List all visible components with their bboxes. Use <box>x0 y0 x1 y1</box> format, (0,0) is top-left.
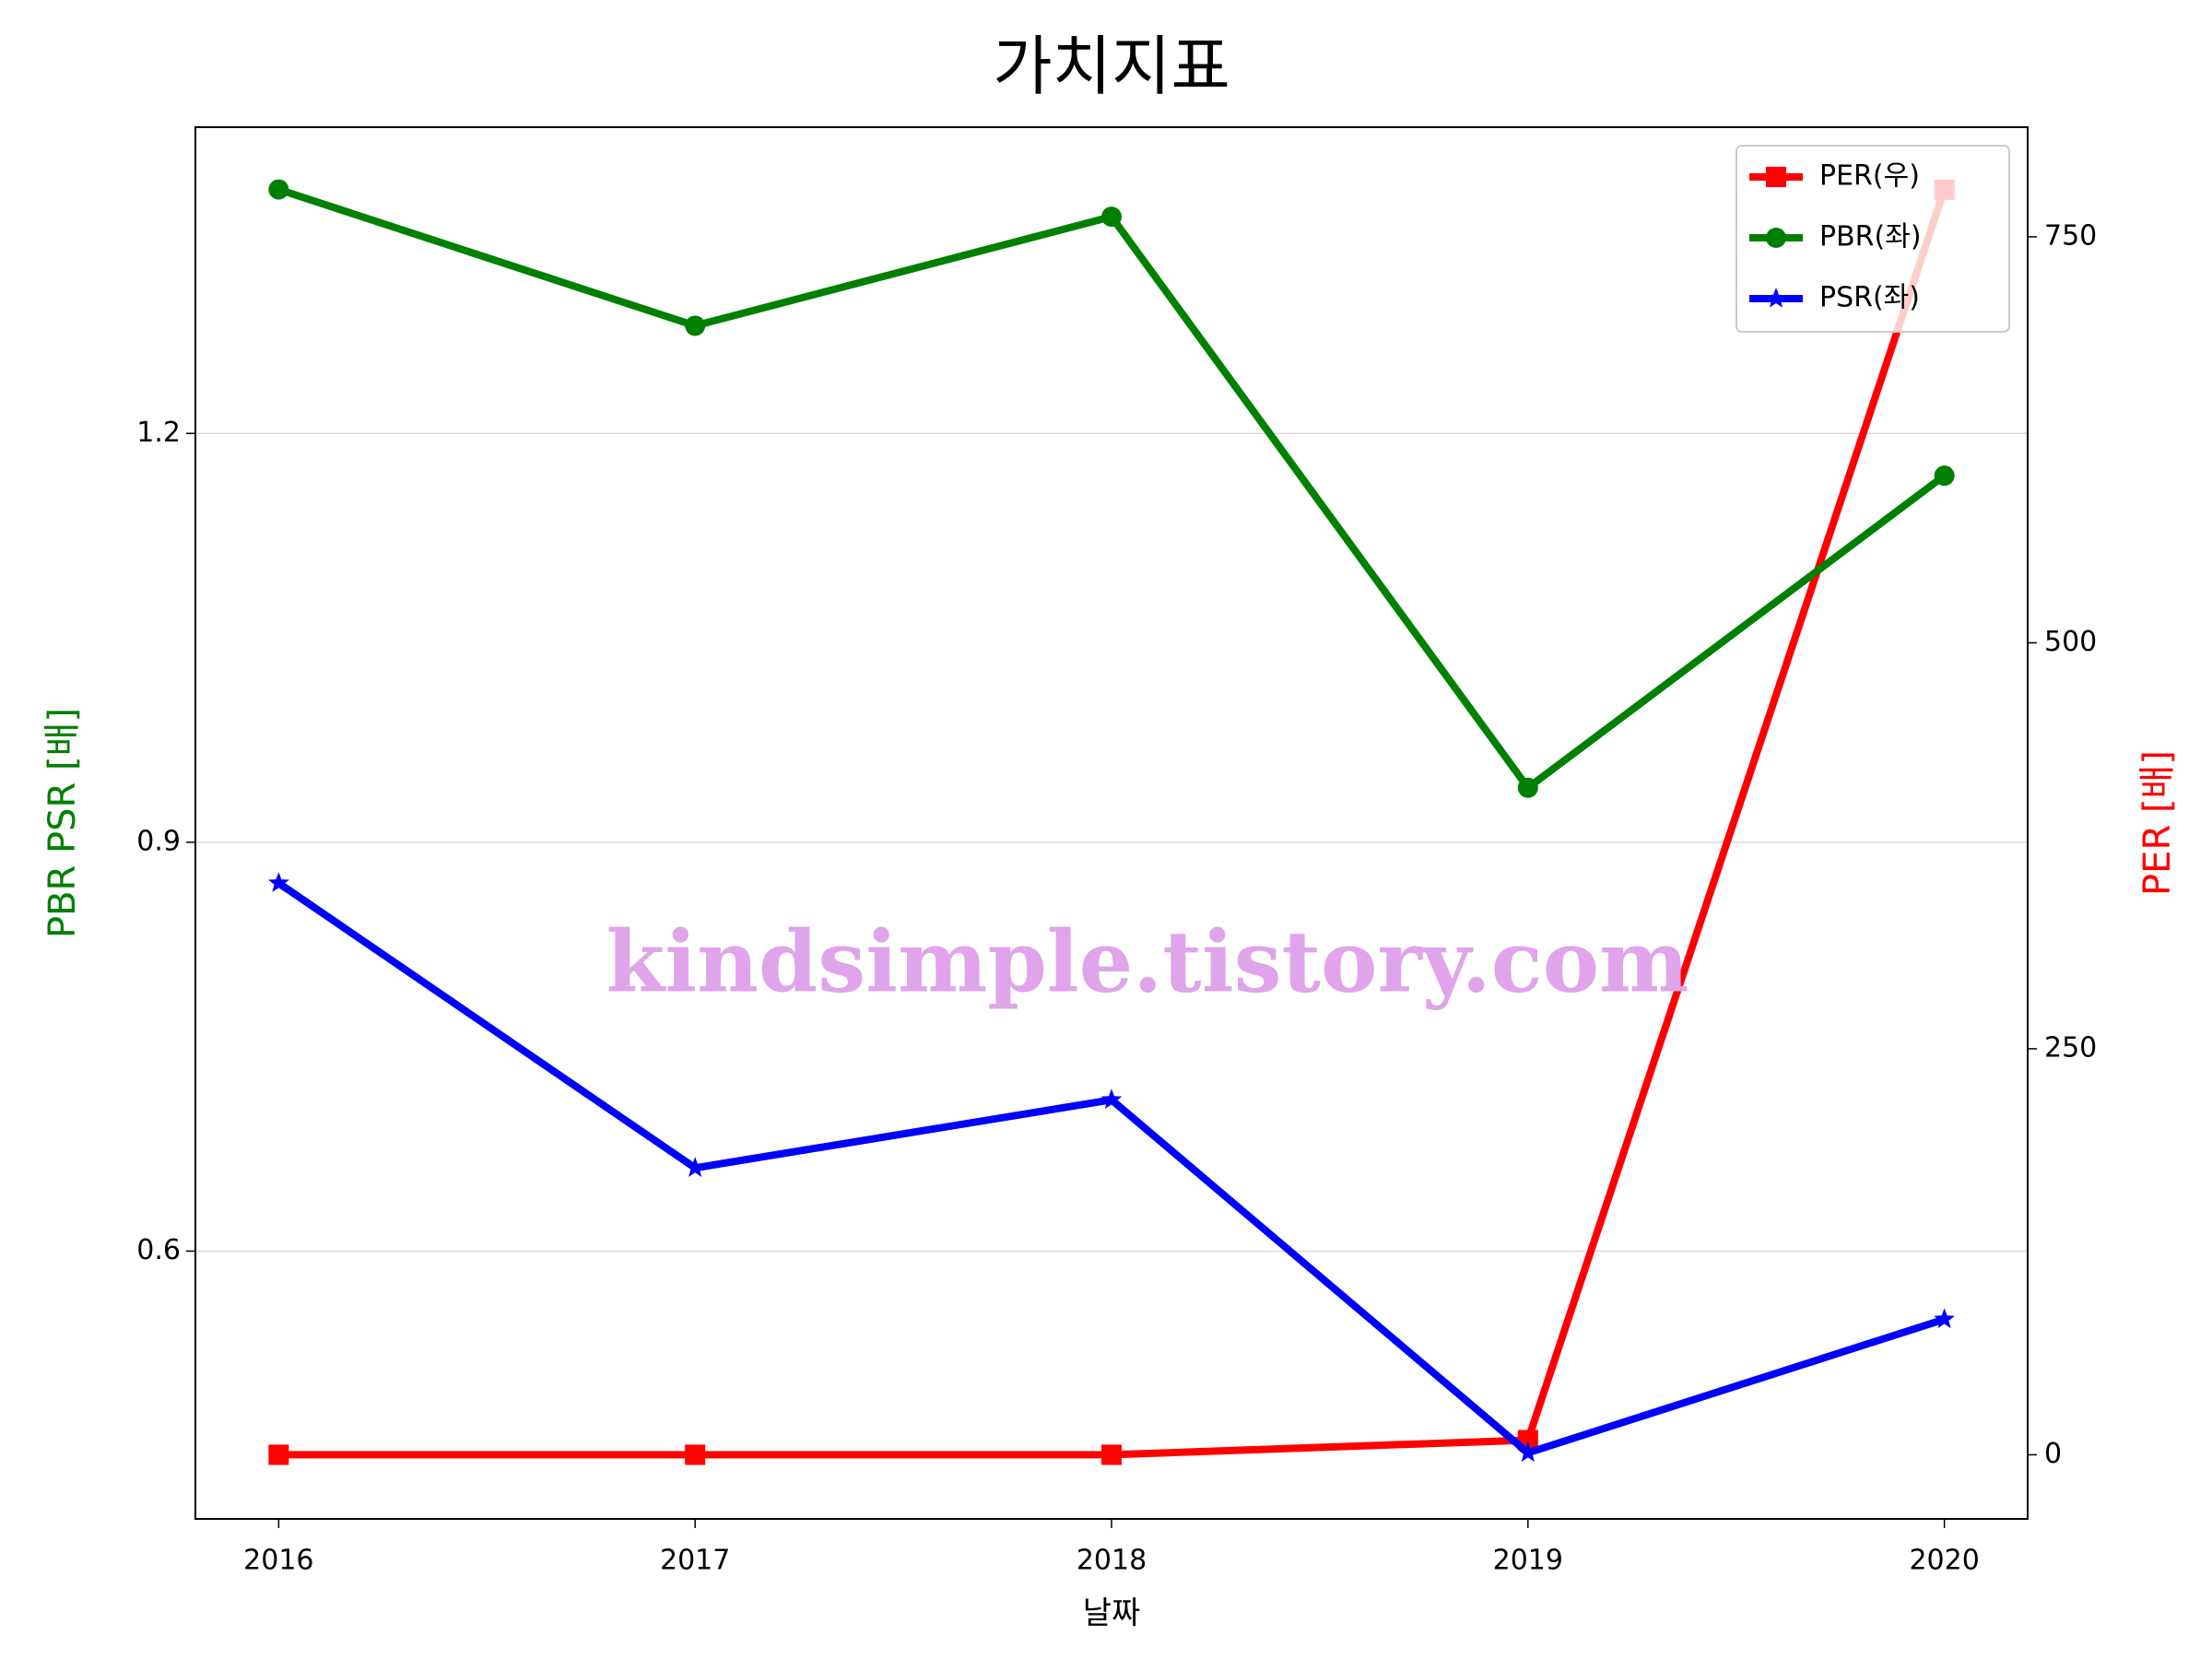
x-tick-label: 2016 <box>243 1545 313 1577</box>
y2-tick-label: 750 <box>2044 219 2097 252</box>
marker <box>1934 1308 1955 1329</box>
x-tick-label: 2020 <box>1909 1545 1979 1577</box>
legend-marker <box>1765 288 1787 308</box>
marker <box>268 1444 289 1465</box>
legend-label: PER(우) <box>1819 160 1920 193</box>
legend-box <box>1735 145 2010 333</box>
legend-label: PSR(좌) <box>1819 282 1920 314</box>
legend: PER(우) PBR(좌) PSR(좌) <box>1735 145 2010 333</box>
chart-title: 가치지표 <box>993 29 1230 104</box>
x-tick-label: 2018 <box>1077 1545 1147 1577</box>
y2-tick-label: 250 <box>2044 1031 2097 1064</box>
legend-label: PBR(좌) <box>1819 221 1922 253</box>
plot-frame <box>194 126 2029 1520</box>
marker <box>1517 777 1538 798</box>
marker <box>1517 1441 1539 1462</box>
y2-tick-label: 0 <box>2044 1438 2062 1470</box>
marker <box>268 179 289 200</box>
legend-marker <box>1766 228 1786 248</box>
marker <box>1101 1444 1122 1465</box>
marker <box>685 315 706 336</box>
y-axis-label: PBR PSR [배] <box>41 708 84 938</box>
y-tick-label: 0.6 <box>136 1234 181 1266</box>
legend-marker <box>1766 167 1786 187</box>
y-tick-label: 0.9 <box>136 825 181 857</box>
marker <box>685 1444 706 1465</box>
x-tick-label: 2019 <box>1493 1545 1563 1577</box>
x-tick-label: 2017 <box>660 1545 730 1577</box>
marker <box>1101 206 1122 228</box>
x-axis-label: 날짜 <box>1083 1595 1141 1632</box>
marker <box>1100 1088 1123 1109</box>
grid <box>195 432 2028 1253</box>
marker <box>1934 465 1955 487</box>
watermark: kindsimple.tistory.com <box>606 912 1688 1012</box>
marker <box>684 1157 706 1177</box>
y2-tick-label: 500 <box>2044 626 2097 658</box>
marker <box>268 872 289 892</box>
y-tick-label: 1.2 <box>136 417 181 449</box>
y2-axis-label: PER [배] <box>2136 750 2179 896</box>
